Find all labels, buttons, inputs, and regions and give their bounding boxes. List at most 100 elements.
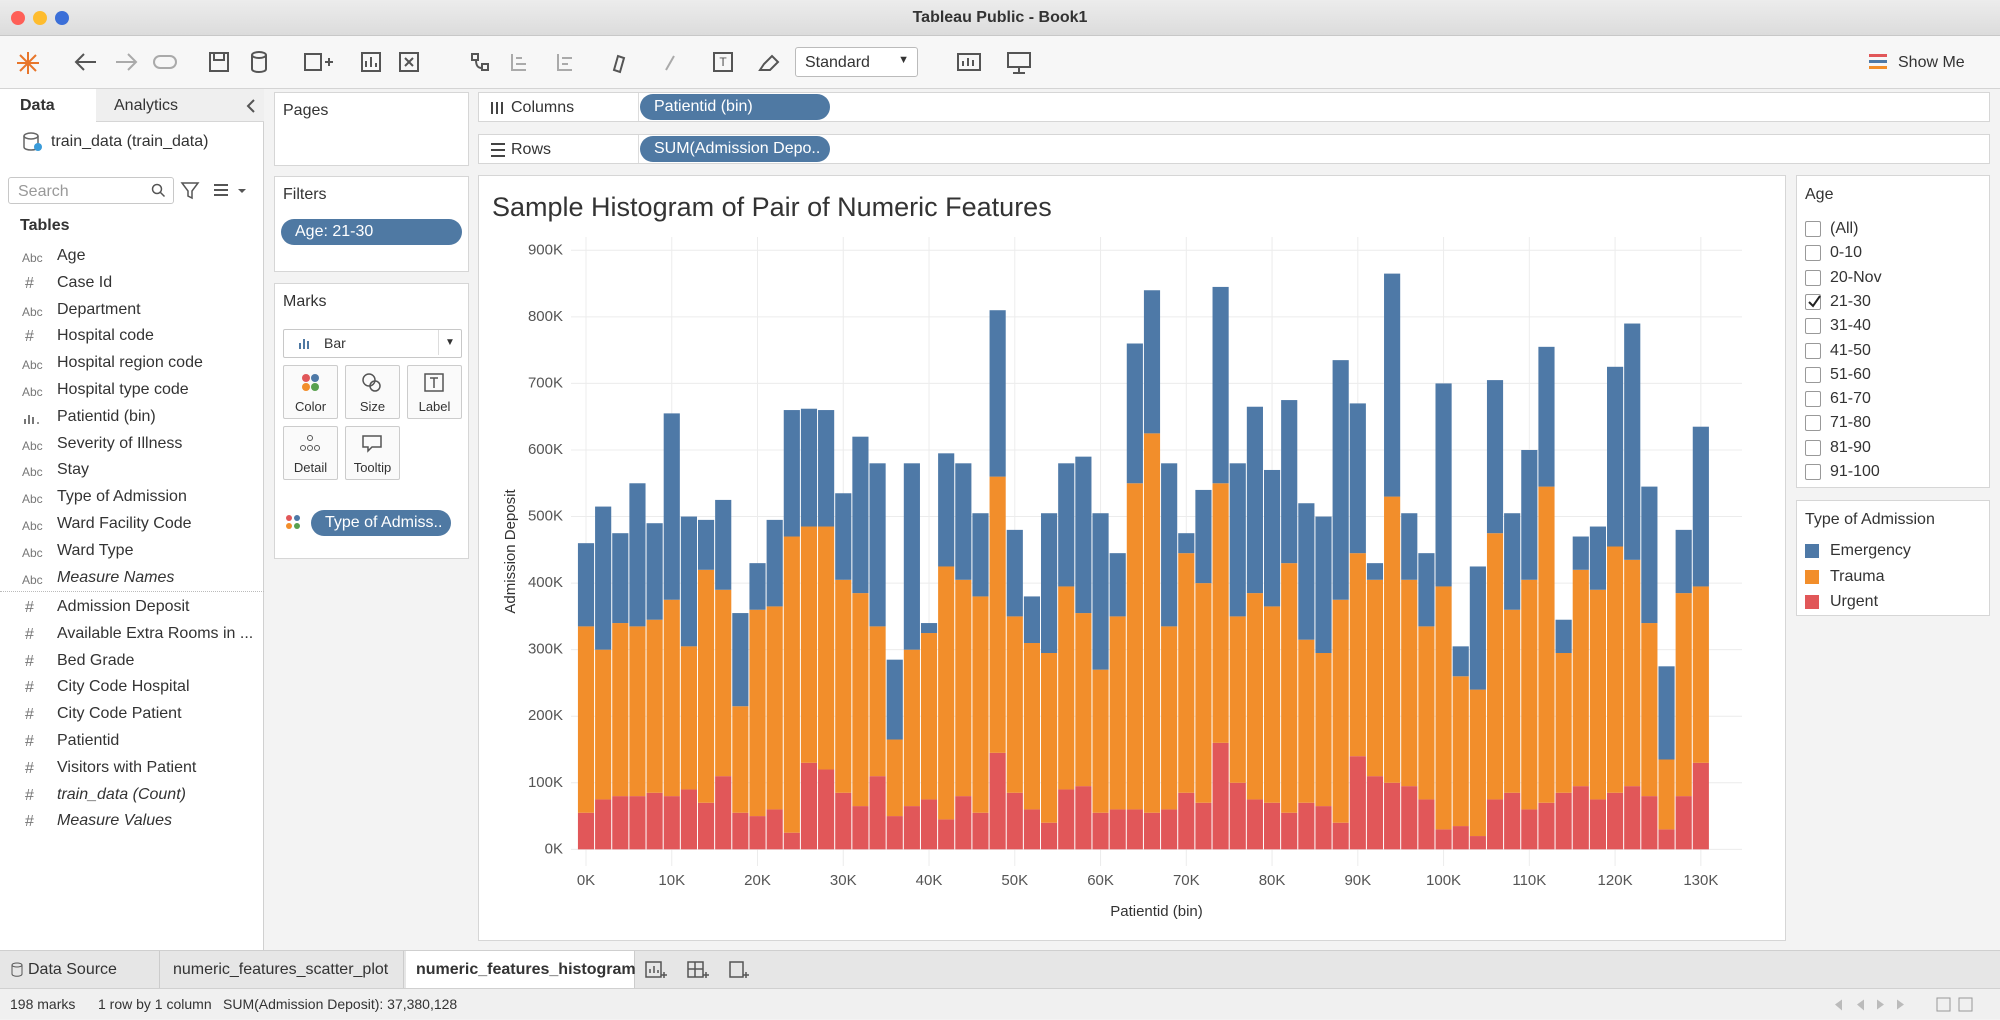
bar-segment[interactable]	[1315, 653, 1332, 807]
bar-segment[interactable]	[1143, 812, 1161, 850]
bar-segment[interactable]	[1092, 812, 1109, 850]
filter-option[interactable]: 81-90	[1830, 438, 1871, 456]
bar-segment[interactable]	[1109, 553, 1126, 617]
bar-segment[interactable]	[1504, 513, 1521, 610]
bar-segment[interactable]	[1092, 513, 1109, 670]
bar-segment[interactable]	[1178, 533, 1195, 554]
bar-segment[interactable]	[1401, 786, 1418, 850]
legend-label[interactable]: Trauma	[1830, 567, 1885, 585]
bar-segment[interactable]	[886, 739, 903, 817]
bar-segment[interactable]	[783, 410, 800, 537]
bar-segment[interactable]	[835, 493, 852, 580]
bar-segment[interactable]	[680, 789, 697, 850]
bar-segment[interactable]	[1624, 559, 1641, 787]
bar-segment[interactable]	[818, 526, 835, 770]
collapse-icon[interactable]	[244, 98, 258, 114]
field[interactable]: Visitors with Patient	[57, 758, 197, 776]
bar-segment[interactable]	[1263, 802, 1281, 850]
bar-segment[interactable]	[989, 476, 1006, 753]
bar-segment[interactable]	[1281, 812, 1298, 850]
bar-segment[interactable]	[715, 776, 732, 850]
bar-segment[interactable]	[1572, 536, 1589, 570]
bar-segment[interactable]	[1469, 836, 1486, 850]
checkbox[interactable]	[1805, 293, 1821, 310]
bar-segment[interactable]	[1401, 579, 1418, 787]
bar-segment[interactable]	[886, 659, 903, 740]
bar-segment[interactable]	[938, 453, 955, 567]
bar-segment[interactable]	[1041, 513, 1058, 654]
filter-option[interactable]: 91-100	[1830, 463, 1880, 480]
rows-shelf[interactable]: Rows SUM(Admission Depo..	[478, 134, 1990, 164]
bar-segment[interactable]	[1607, 366, 1624, 547]
bar-segment[interactable]	[1418, 799, 1435, 850]
bar-segment[interactable]	[1263, 469, 1281, 607]
bar-segment[interactable]	[1246, 593, 1263, 800]
new-sheet-icons[interactable]	[644, 951, 764, 989]
bar-segment[interactable]	[629, 483, 646, 627]
bar-segment[interactable]	[835, 792, 852, 850]
shelf-pill[interactable]: SUM(Admission Depo..	[640, 136, 830, 162]
bar-segment[interactable]	[800, 762, 818, 850]
bar-segment[interactable]	[1538, 486, 1555, 803]
field[interactable]: Stay	[57, 461, 90, 479]
sheet-tab[interactable]: numeric_features_histogram	[406, 951, 636, 988]
bar-segment[interactable]	[629, 626, 646, 797]
bar-segment[interactable]	[577, 812, 595, 850]
field[interactable]: train_data (Count)	[57, 785, 186, 803]
bar-segment[interactable]	[1555, 792, 1572, 850]
bar-segment[interactable]	[1504, 792, 1521, 850]
bar-segment[interactable]	[869, 463, 886, 627]
bar-segment[interactable]	[749, 816, 766, 850]
bar-segment[interactable]	[1589, 526, 1607, 590]
bar-segment[interactable]	[1366, 563, 1384, 580]
bar-segment[interactable]	[1555, 619, 1572, 654]
bar-segment[interactable]	[1178, 553, 1195, 793]
bar-segment[interactable]	[1161, 463, 1178, 627]
bar-segment[interactable]	[663, 413, 680, 600]
bar-segment[interactable]	[1624, 786, 1641, 850]
mark-button[interactable]: Size	[345, 365, 400, 419]
checkbox[interactable]	[1805, 221, 1821, 237]
bar-segment[interactable]	[972, 596, 989, 813]
bar-segment[interactable]	[1246, 799, 1263, 850]
bar-segment[interactable]	[1452, 676, 1469, 827]
bar-segment[interactable]	[1195, 802, 1212, 850]
bar-segment[interactable]	[577, 543, 595, 627]
fit-dropdown[interactable]: Standard ▼	[795, 47, 918, 77]
bar-segment[interactable]	[663, 599, 680, 797]
bar-segment[interactable]	[1058, 586, 1075, 790]
filter-option[interactable]: 0-10	[1830, 244, 1863, 262]
nav-buttons[interactable]	[1825, 989, 1985, 1020]
bar-segment[interactable]	[732, 706, 749, 813]
bar-segment[interactable]	[818, 410, 835, 527]
bar-segment[interactable]	[1109, 809, 1126, 850]
bar-segment[interactable]	[663, 796, 680, 850]
bar-segment[interactable]	[938, 819, 955, 850]
bar-segment[interactable]	[1298, 503, 1315, 640]
pane-tab[interactable]: Data	[20, 97, 55, 114]
bar-segment[interactable]	[1126, 483, 1143, 810]
bar-segment[interactable]	[732, 812, 749, 850]
bar-segment[interactable]	[1315, 516, 1332, 654]
filter-option[interactable]: 71-80	[1830, 414, 1871, 432]
bar-segment[interactable]	[766, 606, 783, 810]
bar-segment[interactable]	[595, 506, 612, 650]
bar-segment[interactable]	[989, 310, 1006, 477]
bar-segment[interactable]	[1332, 822, 1349, 850]
bar-segment[interactable]	[1058, 463, 1075, 587]
bar-segment[interactable]	[697, 519, 715, 570]
bar-segment[interactable]	[800, 408, 818, 527]
bar-segment[interactable]	[1332, 599, 1349, 823]
bar-segment[interactable]	[646, 523, 663, 620]
bar-segment[interactable]	[1023, 809, 1041, 850]
bar-segment[interactable]	[732, 613, 749, 707]
filter-option[interactable]: 41-50	[1830, 341, 1871, 359]
bar-segment[interactable]	[1212, 742, 1229, 850]
bar-segment[interactable]	[1229, 463, 1246, 617]
bar-segment[interactable]	[1349, 403, 1366, 554]
bar-segment[interactable]	[1486, 533, 1504, 800]
bar-segment[interactable]	[1572, 569, 1589, 787]
field[interactable]: Available Extra Rooms in ...	[57, 624, 254, 642]
bar-segment[interactable]	[1675, 593, 1692, 797]
bar-segment[interactable]	[835, 579, 852, 793]
